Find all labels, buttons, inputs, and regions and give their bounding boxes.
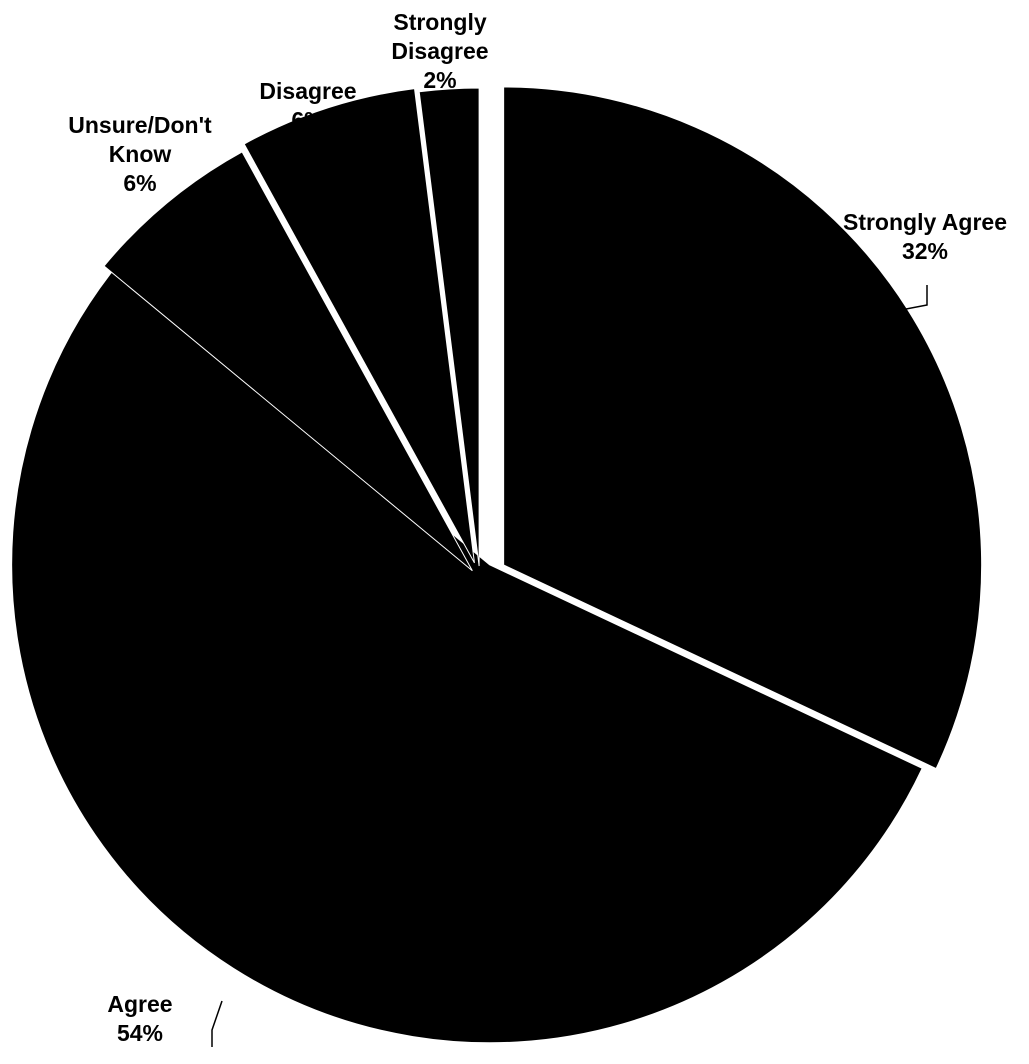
slice-label-line: 6%	[123, 170, 156, 196]
slice-label-disagree: Disagree 6%	[259, 78, 356, 133]
pie-slice-disagree	[243, 88, 475, 564]
slice-label-agree: Agree 54%	[107, 991, 172, 1046]
slice-label-line: 54%	[117, 1020, 163, 1046]
pie-slice-agree	[11, 259, 923, 1044]
slice-labels-layer: Strongly Agree 32% Agree 54% Unsure/Don't Kno…	[68, 9, 1007, 1046]
slice-label-line: Know	[109, 141, 172, 167]
slice-label-strongly-agree: Strongly Agree 32%	[843, 209, 1007, 264]
slice-label-line: Strongly Agree	[843, 209, 1007, 235]
slices-layer	[11, 86, 983, 1044]
pie-slice-unsure-don-t-know	[103, 151, 473, 572]
slice-label-line: Disagree	[391, 38, 488, 64]
pie-slice-strongly-disagree	[418, 87, 480, 567]
leader-line-strongly-agree	[884, 285, 928, 314]
slice-label-line: 6%	[291, 107, 324, 133]
slice-label-strongly-disagree: Strongly Disagree 2%	[391, 9, 488, 93]
slice-label-line: Disagree	[259, 78, 356, 104]
leader-line-agree	[211, 1000, 223, 1047]
slice-label-line: Unsure/Don't	[68, 112, 212, 138]
slice-label-line: Strongly	[393, 9, 486, 35]
slice-label-line: Agree	[107, 991, 172, 1017]
slice-label-unsure-don-t-know: Unsure/Don't Know 6%	[68, 112, 212, 196]
slice-label-line: 32%	[902, 238, 948, 264]
slice-label-line: 2%	[423, 67, 456, 93]
leader-lines-layer	[211, 285, 928, 1047]
